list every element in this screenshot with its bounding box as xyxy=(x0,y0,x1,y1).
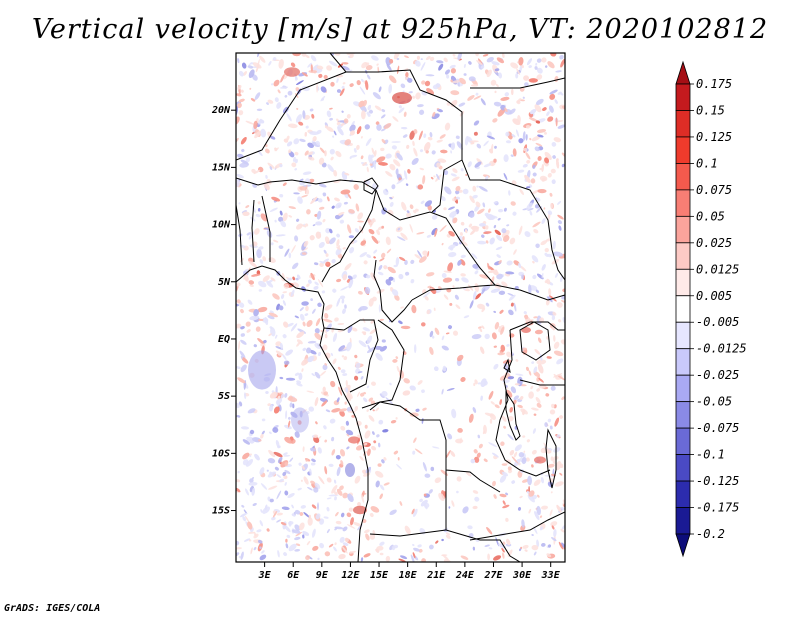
lon-label: 30E xyxy=(512,570,532,581)
colorbar-label: 0.075 xyxy=(696,183,732,197)
lon-label: 12E xyxy=(341,570,360,581)
border-namibia xyxy=(369,529,447,537)
lat-label: 20N xyxy=(211,105,231,116)
colorbar-label: -0.005 xyxy=(696,315,739,329)
lat-label: 10N xyxy=(212,220,231,231)
colorbar-bin xyxy=(675,215,691,244)
chart-title: Vertical velocity [m/s] at 925hPa, VT: 2… xyxy=(31,14,769,45)
coastline-west xyxy=(236,265,369,562)
colorbar-bin xyxy=(675,163,691,191)
border-cameroon-car xyxy=(373,259,413,323)
lake-chad xyxy=(363,177,379,195)
border-tanzania xyxy=(519,379,565,386)
lon-label: 21E xyxy=(426,570,446,581)
country-borders xyxy=(236,53,565,562)
lon-label: 3E xyxy=(258,570,272,581)
border-niger-nigeria xyxy=(236,177,377,191)
border-benin xyxy=(261,195,271,262)
border-north-2 xyxy=(329,53,347,73)
colorbar-bin xyxy=(675,268,691,297)
colorbar-bin xyxy=(675,507,691,535)
border-togo xyxy=(251,199,255,263)
colorbar-label: -0.125 xyxy=(696,474,739,488)
lat-label: 5S xyxy=(218,391,230,402)
lon-label: 27E xyxy=(483,570,503,581)
colorbar-label: -0.05 xyxy=(696,395,732,409)
latitude-axis: 20N 15N 10N 5N EQ 5S 10S 15S xyxy=(211,105,236,517)
colorbar-bin xyxy=(675,83,691,111)
border-ghana xyxy=(236,204,243,266)
vertical-velocity-field xyxy=(236,53,565,562)
lon-label: 6E xyxy=(287,570,300,581)
colorbar-bin xyxy=(675,110,691,138)
lat-label: 5N xyxy=(218,277,231,288)
colorbar-label: -0.075 xyxy=(696,421,739,435)
lon-label: 15E xyxy=(370,570,389,581)
lake-malawi xyxy=(545,428,557,489)
colorbar-bin xyxy=(675,480,691,508)
colorbar-label: 0.025 xyxy=(696,236,732,250)
lake-tanganyika xyxy=(505,390,521,441)
border-angola-zambia xyxy=(445,470,521,562)
colorbar-bin xyxy=(675,427,691,455)
colorbar-bin xyxy=(675,189,691,217)
border-north-1 xyxy=(236,69,463,213)
lat-label: 10S xyxy=(212,448,230,459)
colorbar-cap-bottom xyxy=(675,533,691,558)
lon-label: 9E xyxy=(316,570,329,581)
colorbar-label: 0.05 xyxy=(696,209,725,223)
colorbar-bin xyxy=(675,321,691,350)
border-nigeria-cameroon xyxy=(321,189,377,283)
grads-credit: GrADS: IGES/COLA xyxy=(4,603,101,614)
colorbar-label: 0.125 xyxy=(696,130,732,144)
lat-label: 15N xyxy=(212,162,231,173)
colorbar-bin xyxy=(675,242,691,270)
longitude-axis: 3E 6E 9E 12E 15E 18E 21E 24E 27E 30E 33E xyxy=(258,562,561,581)
lake-victoria xyxy=(519,321,551,361)
border-gabon xyxy=(323,319,379,393)
colorbar-label: -0.1 xyxy=(696,448,725,462)
colorbar-label: 0.0125 xyxy=(696,262,739,276)
border-east-top xyxy=(470,77,565,89)
lon-label: 18E xyxy=(399,570,418,581)
colorbar-label: -0.175 xyxy=(696,501,739,515)
border-drc-angola xyxy=(361,401,501,493)
map-frame xyxy=(235,52,566,563)
border-drc-east xyxy=(495,329,551,477)
lake-kivu xyxy=(503,358,511,374)
border-chad-car xyxy=(375,189,496,286)
border-sudan xyxy=(461,159,565,281)
colorbar-bin xyxy=(675,348,691,376)
colorbar-label: 0.15 xyxy=(696,103,725,117)
colorbar-label: 0.1 xyxy=(696,156,718,170)
colorbar-bin xyxy=(675,295,691,323)
colorbar-label: -0.025 xyxy=(696,368,739,382)
border-car-south xyxy=(411,284,565,301)
colorbar-label: 0.175 xyxy=(696,77,732,91)
colorbar-bin xyxy=(675,374,691,403)
colorbar-cap-top xyxy=(675,60,691,85)
colorbar-label: 0.005 xyxy=(696,289,732,303)
colorbar-bin xyxy=(675,454,691,482)
colorbar: 0.175 0.15 0.125 0.1 0.075 0.05 0.025 0.0125 0.0… xyxy=(675,60,747,558)
lon-label: 24E xyxy=(455,570,475,581)
colorbar-bin xyxy=(675,401,691,429)
lat-label: EQ xyxy=(218,334,230,345)
lat-label: 15S xyxy=(212,506,230,517)
colorbar-label: -0.0125 xyxy=(696,342,747,356)
colorbar-bin xyxy=(675,136,691,164)
lon-label: 33E xyxy=(541,570,561,581)
border-uganda xyxy=(509,321,565,331)
border-zambia-south xyxy=(469,511,565,541)
colorbar-label: -0.2 xyxy=(696,527,725,541)
